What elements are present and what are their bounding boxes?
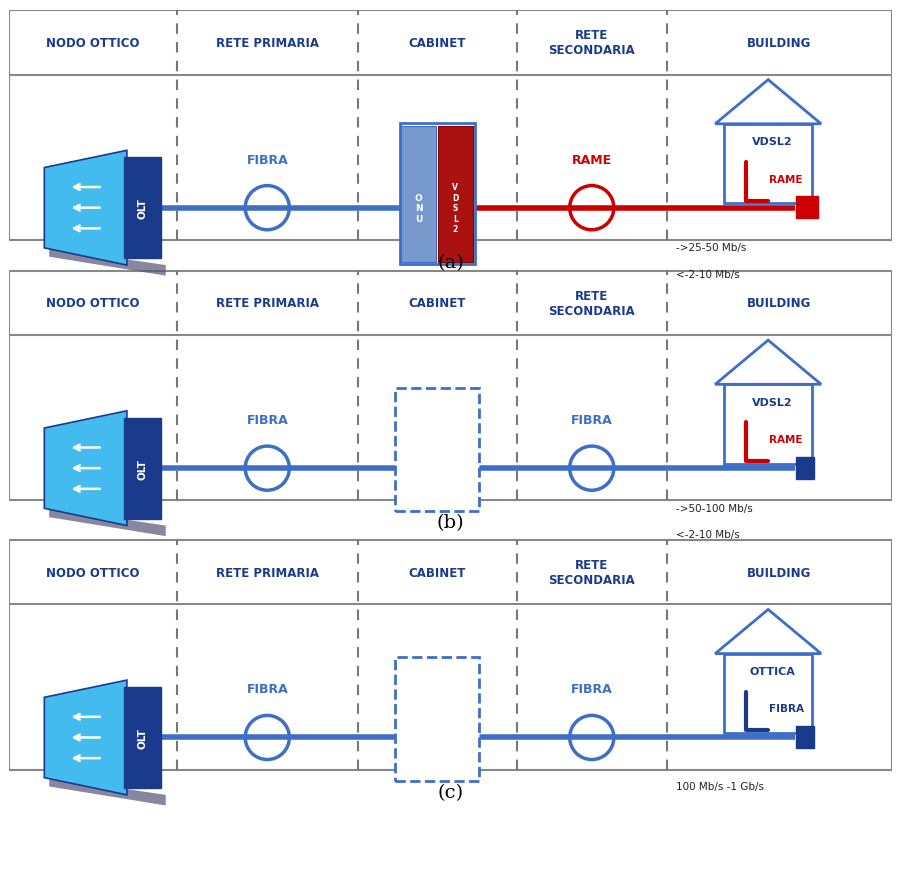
Text: FIBRA: FIBRA bbox=[769, 703, 804, 714]
Polygon shape bbox=[715, 609, 821, 654]
Text: FIBRA: FIBRA bbox=[571, 682, 613, 695]
Text: RETE
SECONDARIA: RETE SECONDARIA bbox=[549, 290, 635, 318]
Text: FIBRA: FIBRA bbox=[571, 414, 613, 427]
Bar bbox=[9, 11, 892, 241]
Text: RAME: RAME bbox=[572, 154, 612, 167]
Text: VDSL2: VDSL2 bbox=[752, 398, 793, 407]
Text: CABINET: CABINET bbox=[408, 37, 466, 50]
Text: <-2-10 Mb/s: <-2-10 Mb/s bbox=[676, 529, 740, 540]
Text: (c): (c) bbox=[438, 783, 463, 801]
Text: (a): (a) bbox=[437, 254, 464, 271]
Bar bbox=[124, 687, 161, 788]
Text: FIBRA: FIBRA bbox=[246, 682, 288, 695]
Polygon shape bbox=[44, 680, 127, 795]
Polygon shape bbox=[715, 81, 821, 125]
Text: RETE PRIMARIA: RETE PRIMARIA bbox=[215, 297, 319, 310]
Bar bbox=[724, 654, 813, 733]
Text: OLT: OLT bbox=[138, 458, 148, 479]
Text: CABINET: CABINET bbox=[408, 297, 466, 310]
Text: 100 Mb/s -1 Gb/s: 100 Mb/s -1 Gb/s bbox=[676, 781, 764, 791]
Bar bbox=[9, 541, 892, 770]
Text: RETE PRIMARIA: RETE PRIMARIA bbox=[215, 37, 319, 50]
Bar bbox=[724, 385, 813, 464]
Text: ->50-100 Mb/s: ->50-100 Mb/s bbox=[676, 503, 752, 514]
Polygon shape bbox=[50, 508, 166, 536]
Text: FIBRA: FIBRA bbox=[246, 414, 288, 427]
Text: RETE PRIMARIA: RETE PRIMARIA bbox=[215, 566, 319, 579]
Text: (b): (b) bbox=[437, 514, 464, 532]
Text: O
N
U: O N U bbox=[414, 193, 423, 223]
Text: NODO OTTICO: NODO OTTICO bbox=[46, 297, 140, 310]
Text: NODO OTTICO: NODO OTTICO bbox=[46, 566, 140, 579]
Polygon shape bbox=[44, 151, 127, 266]
Text: ->25-50 Mb/s: ->25-50 Mb/s bbox=[676, 243, 746, 253]
Text: RETE
SECONDARIA: RETE SECONDARIA bbox=[549, 29, 635, 57]
Text: CABINET: CABINET bbox=[408, 566, 466, 579]
Text: RAME: RAME bbox=[769, 435, 803, 444]
Text: RETE
SECONDARIA: RETE SECONDARIA bbox=[549, 558, 635, 587]
Text: VDSL2: VDSL2 bbox=[752, 137, 793, 148]
Text: RAME: RAME bbox=[769, 175, 803, 184]
Text: V
D
S
L
2: V D S L 2 bbox=[452, 184, 459, 234]
Text: <-2-10 Mb/s: <-2-10 Mb/s bbox=[676, 270, 740, 279]
Text: NODO OTTICO: NODO OTTICO bbox=[46, 37, 140, 50]
Text: FIBRA: FIBRA bbox=[246, 154, 288, 167]
Bar bbox=[401, 126, 436, 263]
Bar bbox=[724, 125, 813, 204]
Polygon shape bbox=[715, 341, 821, 385]
Bar bbox=[796, 197, 818, 219]
Bar bbox=[796, 457, 815, 479]
Bar bbox=[400, 124, 475, 265]
Polygon shape bbox=[44, 411, 127, 526]
Bar bbox=[396, 658, 479, 781]
Polygon shape bbox=[50, 778, 166, 805]
Text: BUILDING: BUILDING bbox=[747, 37, 812, 50]
Bar bbox=[396, 388, 479, 512]
Bar bbox=[124, 158, 161, 259]
Bar bbox=[124, 418, 161, 519]
Text: BUILDING: BUILDING bbox=[747, 297, 812, 310]
Text: OLT: OLT bbox=[138, 198, 148, 219]
Text: BUILDING: BUILDING bbox=[747, 566, 812, 579]
Bar bbox=[9, 271, 892, 500]
Polygon shape bbox=[50, 248, 166, 277]
Bar bbox=[796, 726, 815, 748]
Bar bbox=[438, 126, 473, 263]
Text: OTTICA: OTTICA bbox=[750, 666, 796, 676]
Text: OLT: OLT bbox=[138, 727, 148, 748]
